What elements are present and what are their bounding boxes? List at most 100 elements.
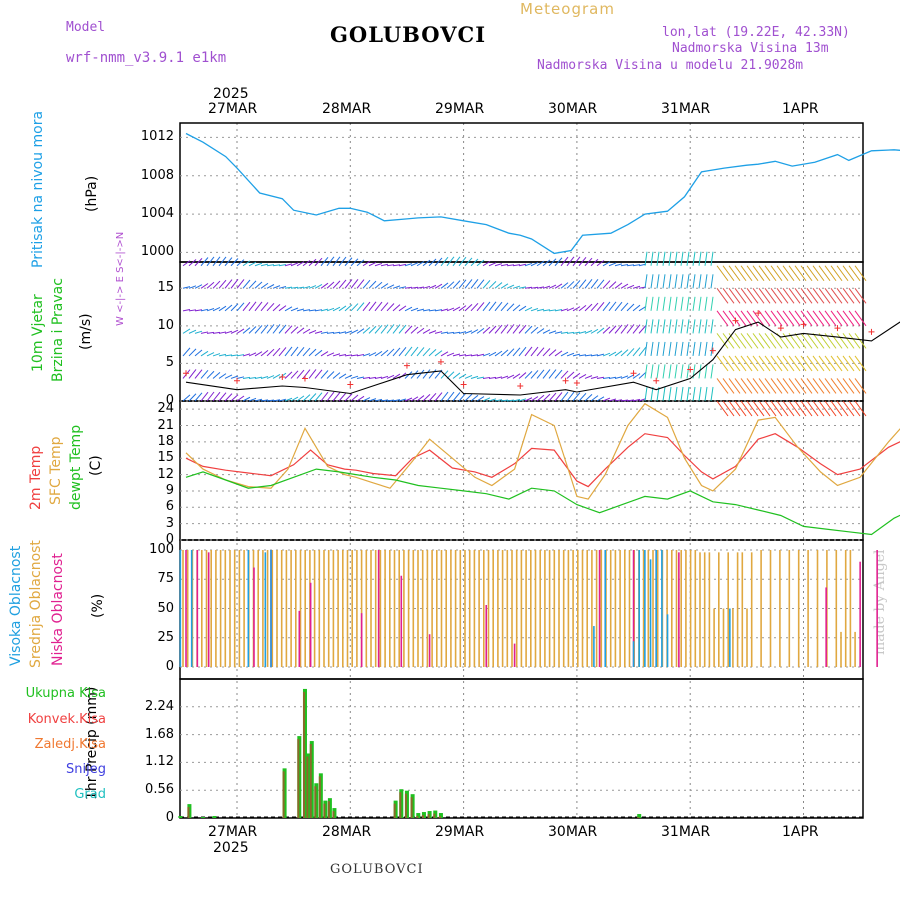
wind-barb xyxy=(362,279,371,289)
wind-barb xyxy=(428,330,437,334)
wind-barb xyxy=(704,296,708,311)
wind-barb xyxy=(566,331,575,334)
cloud-tick: 25 xyxy=(157,629,174,645)
wind-tick: 15 xyxy=(157,280,174,296)
wind-barb xyxy=(788,265,801,282)
wind-barb xyxy=(812,400,825,417)
wind-barb xyxy=(236,395,245,402)
wind-barb xyxy=(602,376,611,379)
wind-barb xyxy=(308,258,317,267)
wind-barb xyxy=(338,331,347,334)
wind-barb xyxy=(428,392,437,402)
wind-barb xyxy=(746,333,759,349)
wind-barb xyxy=(854,288,867,304)
wind-barb xyxy=(338,392,347,402)
wind-barb xyxy=(518,346,527,357)
wind-barb xyxy=(470,354,479,357)
wind-barb xyxy=(218,392,227,402)
wind-barb xyxy=(626,374,635,379)
wind-barb xyxy=(374,281,383,289)
wind-barb xyxy=(272,399,281,402)
wind-barb xyxy=(704,341,708,356)
wind-barb xyxy=(524,371,533,379)
wind-barb xyxy=(218,331,227,334)
wind-barb xyxy=(848,265,861,282)
wind-barb xyxy=(500,375,509,379)
wind-barb xyxy=(458,354,467,357)
wind-barb xyxy=(566,371,575,379)
wind-barb xyxy=(476,279,485,289)
wind-barb xyxy=(800,333,813,349)
wind-barb xyxy=(842,265,855,282)
wind-barb xyxy=(380,283,389,289)
wind-barb xyxy=(632,304,641,312)
wind-barb xyxy=(542,393,551,402)
wind-barb xyxy=(836,355,849,372)
wind-barb xyxy=(542,369,551,379)
wind-barb xyxy=(302,328,311,334)
wind-barb xyxy=(212,391,221,402)
wind-barb xyxy=(506,348,515,357)
wind-barb xyxy=(746,400,759,417)
wind-barb xyxy=(320,351,329,357)
wind-barb xyxy=(608,398,617,402)
wind-barb xyxy=(194,392,203,402)
wind-barb xyxy=(728,265,741,282)
wind-barb xyxy=(812,310,825,327)
wind-barb xyxy=(644,274,648,289)
wind-barb xyxy=(560,391,569,402)
wind-barb xyxy=(338,354,347,357)
wind-barb xyxy=(728,378,741,394)
wind-barb xyxy=(716,288,729,304)
wind-barb xyxy=(530,308,539,312)
wind-barb xyxy=(626,264,635,267)
wind-barb xyxy=(632,398,641,402)
wind-barb xyxy=(314,392,323,402)
wind-barb xyxy=(470,258,479,267)
wind-tick: 5 xyxy=(165,355,174,371)
legend-snow: Snijeg xyxy=(66,762,106,777)
wind-barb xyxy=(632,347,641,357)
top-year-label: 2025 xyxy=(213,86,249,102)
wind-barb xyxy=(818,288,831,304)
wind-barb xyxy=(734,265,747,282)
wind-barb xyxy=(620,283,629,289)
wind-barb xyxy=(596,396,605,402)
wind-barb xyxy=(848,333,861,349)
wind-barb xyxy=(596,279,605,289)
wind-barb xyxy=(284,263,293,267)
wind-barb xyxy=(494,282,503,289)
wind-barb xyxy=(590,376,599,379)
wind-barb xyxy=(656,364,660,379)
wind-barb xyxy=(506,303,515,312)
wind-barb xyxy=(794,400,807,417)
wind-barb xyxy=(722,288,735,304)
model-elevation-label: Nadmorska Visina u modelu 21.9028m xyxy=(537,58,804,73)
wind-barb xyxy=(500,263,509,267)
wind-barb xyxy=(440,282,449,289)
dewpoint-line xyxy=(185,468,900,536)
wind-barb xyxy=(290,396,299,402)
wind-barb xyxy=(476,259,485,267)
cloud-tick: 50 xyxy=(157,600,174,616)
wind-barb xyxy=(260,263,269,267)
wind-barb xyxy=(278,324,287,334)
wind-barb xyxy=(392,304,401,312)
wind-gust-marker xyxy=(800,321,807,328)
wind-barb xyxy=(260,376,269,379)
wind-barb xyxy=(206,256,215,267)
precip-conv-bar xyxy=(427,814,430,818)
wind-barb xyxy=(224,354,233,357)
wind-barb xyxy=(320,257,329,267)
wind-barb xyxy=(374,398,383,402)
wind-barb xyxy=(788,400,801,417)
wind-barb xyxy=(686,274,690,289)
wind-barb xyxy=(536,347,545,357)
wind-barb xyxy=(476,376,485,379)
wind-barb xyxy=(830,355,843,372)
wind-barb xyxy=(650,386,654,402)
temp-tick: 12 xyxy=(157,466,174,482)
wind-barb xyxy=(266,264,275,267)
wind-barb xyxy=(248,397,257,402)
wind-barb xyxy=(266,348,275,357)
